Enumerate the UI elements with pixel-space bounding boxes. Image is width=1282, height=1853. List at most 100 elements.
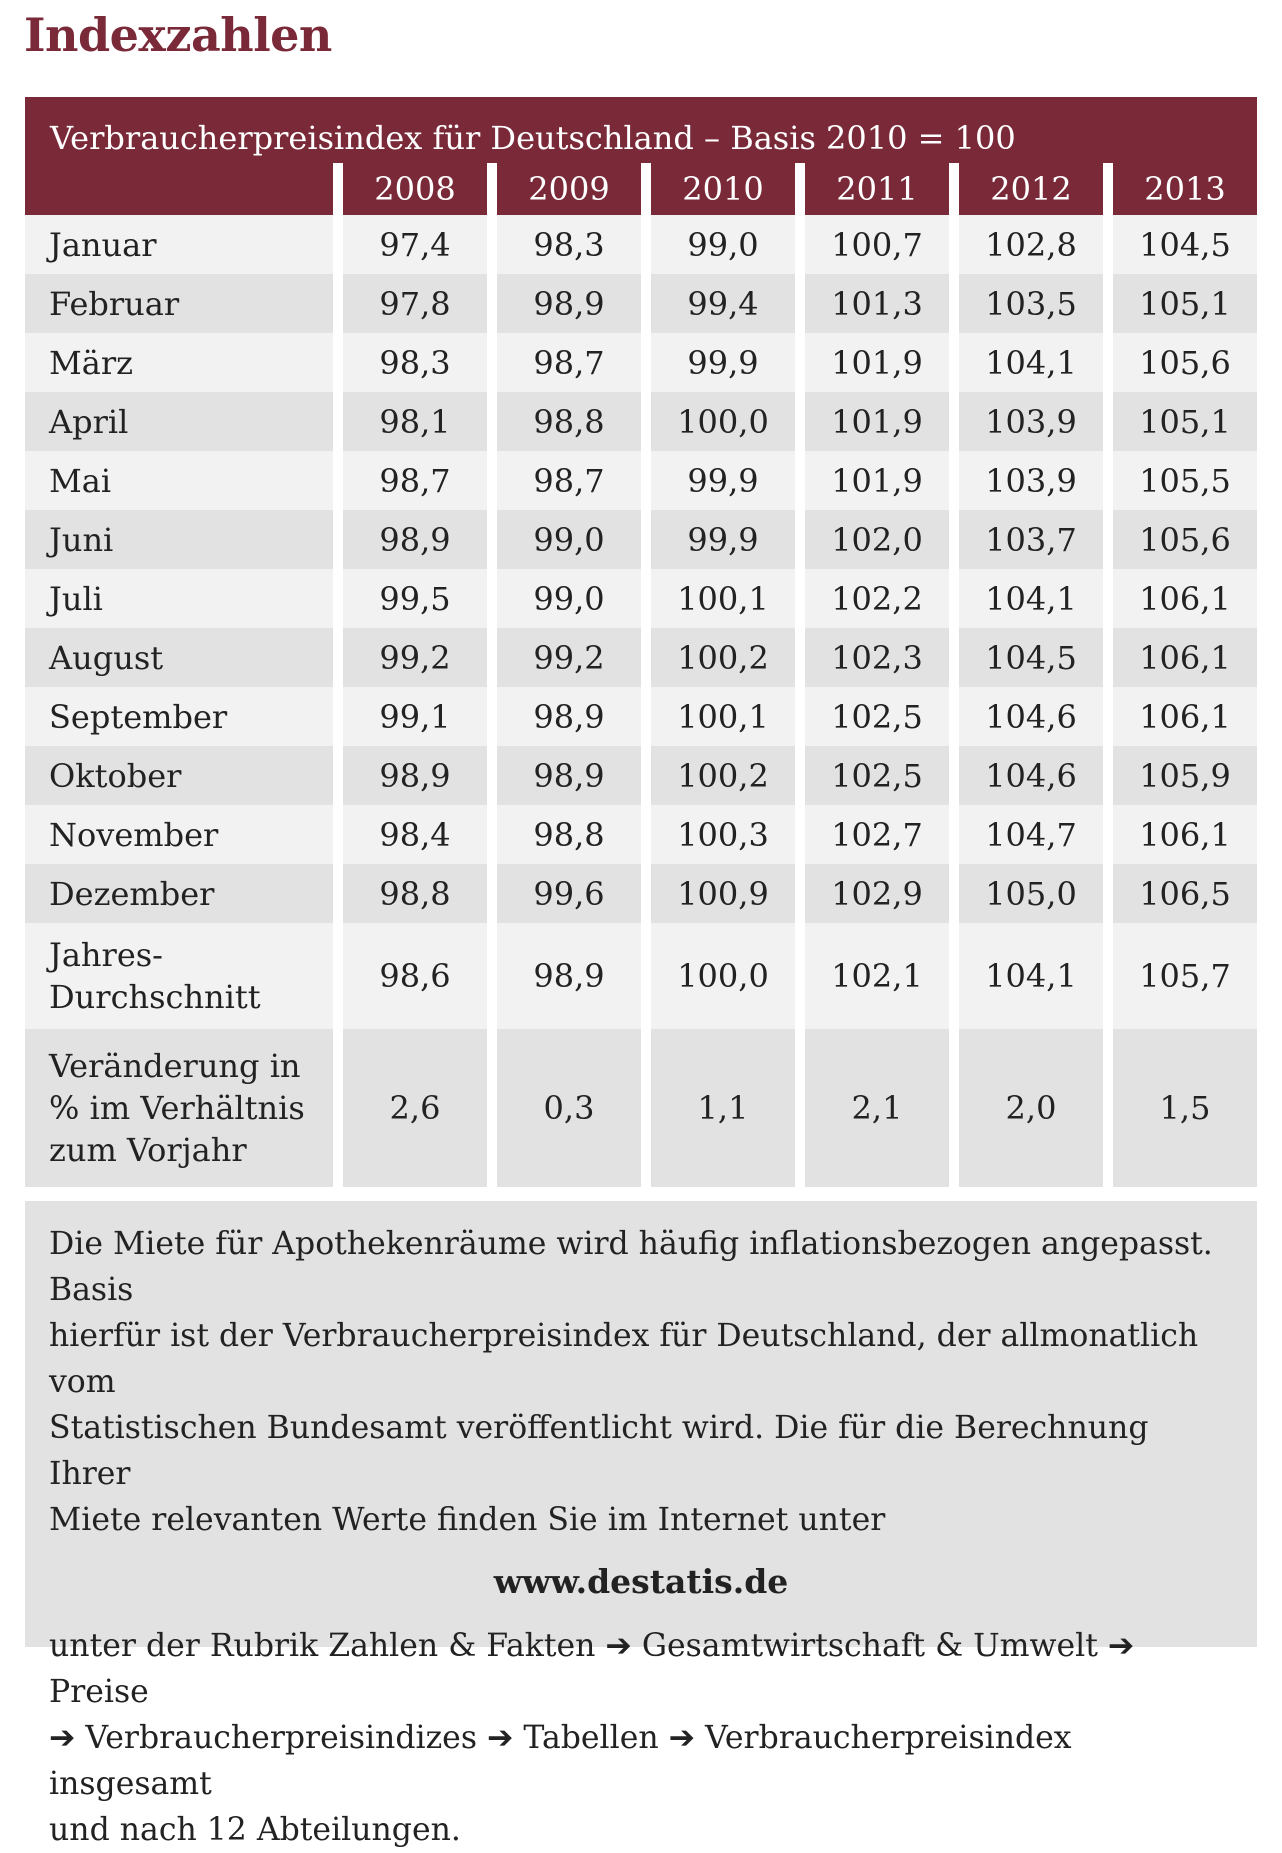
index-cell: 106,1 [1103,569,1257,628]
index-cell: 104,5 [949,628,1103,687]
index-cell: 101,9 [795,451,949,510]
index-cell: 100,2 [641,746,795,805]
info-line: hierfür ist der Verbraucherpreisindex fü… [49,1318,1199,1400]
index-cell: 98,7 [487,333,641,392]
year-header: 2009 [487,163,641,215]
index-cell: 103,9 [949,392,1103,451]
index-cell: 105,1 [1103,392,1257,451]
index-cell: 100,3 [641,805,795,864]
index-cell: 99,9 [641,451,795,510]
index-cell: 98,3 [333,333,487,392]
table-row: Februar 97,8 98,9 99,4 101,3 103,5 105,1 [25,274,1257,333]
index-cell: 101,9 [795,333,949,392]
index-cell: 100,7 [795,215,949,274]
index-cell: 102,8 [949,215,1103,274]
table-row: Juli 99,5 99,0 100,1 102,2 104,1 106,1 [25,569,1257,628]
change-cell: 0,3 [487,1029,641,1187]
index-cell: 98,1 [333,392,487,451]
info-line: Statistischen Bundesamt veröffentlicht w… [49,1410,1149,1492]
month-label: September [25,687,333,746]
index-cell: 104,5 [1103,215,1257,274]
index-cell: 103,9 [949,451,1103,510]
index-cell: 98,4 [333,805,487,864]
average-label: Jahres- Durchschnitt [25,923,333,1029]
page: Indexzahlen Verbraucherpreisindex für De… [24,8,1257,1848]
index-cell: 98,9 [333,510,487,569]
table-body: Januar 97,4 98,3 99,0 100,7 102,8 104,5 Februar… [25,215,1257,1187]
average-cell: 105,7 [1103,923,1257,1029]
index-cell: 104,1 [949,333,1103,392]
change-label-line: Veränderung in [49,1047,301,1085]
table-row: Mai 98,7 98,7 99,9 101,9 103,9 105,5 [25,451,1257,510]
average-label-line: Jahres- [49,936,163,974]
average-cell: 104,1 [949,923,1103,1029]
header-row: 2008 2009 2010 2011 2012 2013 [25,163,1257,215]
index-cell: 99,0 [487,569,641,628]
year-header: 2008 [333,163,487,215]
change-cell: 2,0 [949,1029,1103,1187]
index-cell: 104,6 [949,687,1103,746]
index-cell: 105,6 [1103,333,1257,392]
index-cell: 99,2 [333,628,487,687]
month-label: August [25,628,333,687]
info-line: ➔ Verbraucherpreisindizes ➔ Tabellen ➔ V… [49,1720,1072,1802]
index-cell: 102,5 [795,746,949,805]
month-label: Oktober [25,746,333,805]
index-table: 2008 2009 2010 2011 2012 2013 Januar 97,4… [25,163,1257,1187]
index-cell: 99,9 [641,333,795,392]
index-cell: 98,8 [487,805,641,864]
change-cell: 2,6 [333,1029,487,1187]
index-cell: 98,7 [487,451,641,510]
index-table-container: Verbraucherpreisindex für Deutschland – … [25,97,1257,1187]
table-row: Dezember 98,8 99,6 100,9 102,9 105,0 106,5 [25,864,1257,923]
month-label: April [25,392,333,451]
month-label: Juli [25,569,333,628]
index-cell: 106,5 [1103,864,1257,923]
index-cell: 104,1 [949,569,1103,628]
index-cell: 104,6 [949,746,1103,805]
index-cell: 105,1 [1103,274,1257,333]
index-cell: 102,2 [795,569,949,628]
index-cell: 106,1 [1103,687,1257,746]
index-cell: 98,7 [333,451,487,510]
index-cell: 99,5 [333,569,487,628]
average-row: Jahres- Durchschnitt 98,6 98,9 100,0 102… [25,923,1257,1029]
change-row: Veränderung in % im Verhältnis zum Vorja… [25,1029,1257,1187]
change-cell: 1,5 [1103,1029,1257,1187]
table-row: Juni 98,9 99,0 99,9 102,0 103,7 105,6 [25,510,1257,569]
info-line: Miete relevanten Werte finden Sie im Int… [49,1502,886,1538]
month-label: Januar [25,215,333,274]
index-cell: 99,2 [487,628,641,687]
year-header: 2013 [1103,163,1257,215]
index-cell: 100,1 [641,687,795,746]
page-title: Indexzahlen [24,8,332,62]
change-label: Veränderung in % im Verhältnis zum Vorja… [25,1029,333,1187]
average-cell: 98,9 [487,923,641,1029]
index-cell: 102,9 [795,864,949,923]
rubric-path: unter der Rubrik Zahlen & Fakten ➔ Gesam… [49,1623,1233,1853]
info-line: und nach 12 Abteilungen. [49,1812,461,1848]
month-label: Mai [25,451,333,510]
index-cell: 99,6 [487,864,641,923]
info-line: Die Miete für Apothekenräume wird häufig… [49,1226,1213,1308]
index-cell: 98,9 [487,746,641,805]
index-cell: 100,0 [641,392,795,451]
index-cell: 99,0 [487,510,641,569]
change-cell: 1,1 [641,1029,795,1187]
month-label: Juni [25,510,333,569]
destatis-url: www.destatis.de [493,1562,789,1601]
month-label: November [25,805,333,864]
index-cell: 104,7 [949,805,1103,864]
index-cell: 102,7 [795,805,949,864]
table-row: Januar 97,4 98,3 99,0 100,7 102,8 104,5 [25,215,1257,274]
index-cell: 98,9 [333,746,487,805]
index-cell: 105,5 [1103,451,1257,510]
index-cell: 102,5 [795,687,949,746]
index-cell: 100,1 [641,569,795,628]
info-box: Die Miete für Apothekenräume wird häufig… [25,1201,1257,1848]
index-cell: 106,1 [1103,805,1257,864]
index-cell: 102,0 [795,510,949,569]
index-cell: 101,3 [795,274,949,333]
change-label-line: zum Vorjahr [49,1131,247,1169]
info-paragraph: Die Miete für Apothekenräume wird häufig… [49,1221,1233,1543]
